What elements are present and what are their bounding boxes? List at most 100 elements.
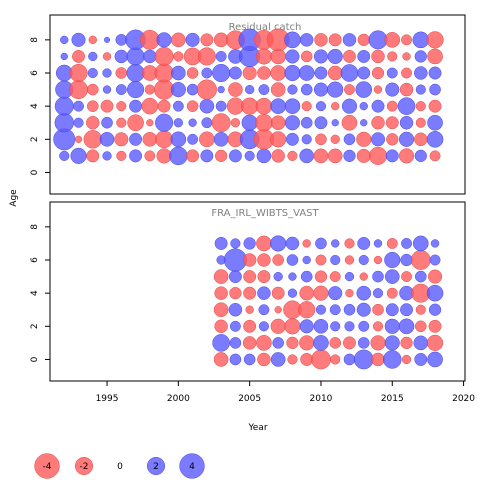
- residual-bubble: [286, 254, 299, 266]
- residual-bubble: [70, 147, 87, 164]
- residual-bubble: [299, 148, 315, 164]
- residual-bubble: [284, 318, 301, 335]
- residual-bubble: [384, 251, 401, 269]
- y-axis: 0 2 4 6 8: [30, 224, 50, 362]
- residual-bubble: [386, 133, 399, 146]
- residual-bubble: [357, 236, 371, 250]
- residual-bubble: [344, 238, 355, 249]
- residual-bubble: [373, 255, 383, 265]
- residual-bubble: [228, 82, 243, 97]
- residual-bubble: [344, 255, 355, 265]
- residual-bubble: [327, 65, 343, 81]
- residual-bubble: [255, 48, 273, 65]
- residual-bubble: [245, 84, 255, 95]
- residual-bubble: [270, 131, 287, 148]
- residual-bubble: [71, 32, 86, 47]
- residual-bubble: [302, 255, 311, 265]
- residual-bubble: [116, 101, 127, 112]
- residual-bubble: [212, 63, 231, 83]
- residual-bubble: [345, 288, 354, 298]
- residual-bubble: [144, 150, 156, 162]
- residual-bubble: [100, 99, 114, 113]
- residual-bubble: [129, 132, 143, 146]
- panel-title: Residual catch: [229, 22, 302, 33]
- residual-bubble: [188, 118, 197, 127]
- residual-bubble: [414, 66, 428, 80]
- residual-bubble: [86, 83, 99, 96]
- residual-bubble: [258, 304, 270, 316]
- residual-bubble: [356, 131, 372, 147]
- residual-bubble: [270, 65, 287, 81]
- residual-bubble: [414, 132, 428, 147]
- residual-bubble: [386, 100, 398, 112]
- residual-bubble: [386, 67, 398, 79]
- residual-bubble: [255, 97, 273, 115]
- residual-bubble: [244, 150, 255, 161]
- residual-bubble: [344, 271, 355, 282]
- residual-bubble: [229, 337, 242, 349]
- panel-frame: [49, 14, 466, 195]
- residual-bubble: [154, 63, 174, 83]
- residual-bubble: [426, 284, 444, 302]
- residual-bubble: [287, 150, 298, 161]
- residual-bubble: [242, 65, 257, 81]
- residual-bubble: [255, 113, 273, 132]
- y-tick-label: 6: [30, 70, 40, 76]
- residual-bubble: [426, 334, 444, 351]
- residual-bubble: [243, 353, 256, 366]
- residual-bubble: [313, 49, 328, 64]
- residual-bubble: [243, 319, 257, 333]
- residual-bubble: [398, 318, 415, 335]
- residual-bubble: [343, 49, 356, 63]
- residual-bubble: [413, 335, 429, 351]
- residual-bubble: [414, 149, 427, 163]
- residual-bubble: [414, 270, 427, 283]
- residual-bubble: [401, 67, 412, 79]
- y-tick-label: 0: [30, 356, 40, 362]
- residual-bubble: [115, 84, 127, 96]
- residual-bubble: [328, 33, 342, 47]
- residual-bubble: [104, 36, 111, 43]
- residual-bubble: [270, 235, 287, 252]
- residual-bubble: [170, 81, 186, 98]
- residual-bubble: [102, 68, 112, 78]
- residual-bubble: [59, 150, 70, 161]
- y-axis: 0 2 4 6 8: [30, 37, 50, 175]
- residual-bubble: [355, 81, 373, 98]
- residual-bubble: [415, 117, 426, 128]
- legend-label: 0: [117, 462, 123, 472]
- residual-bubble: [102, 52, 112, 61]
- residual-bubble: [300, 50, 313, 63]
- residual-bubble: [199, 131, 215, 148]
- residual-bubble: [331, 239, 340, 248]
- residual-bubble: [212, 334, 230, 352]
- residual-bubble: [402, 52, 411, 61]
- residual-bubble: [356, 148, 371, 163]
- residual-bubble: [343, 303, 356, 316]
- residual-bubble: [387, 51, 398, 62]
- residual-bubble: [285, 49, 300, 64]
- residual-bubble: [414, 320, 427, 333]
- residual-bubble: [257, 66, 271, 80]
- residual-bubble: [370, 132, 386, 147]
- y-tick-label: 4: [30, 103, 40, 109]
- residual-bubble: [129, 99, 143, 113]
- residual-bubble: [229, 287, 242, 300]
- residual-bubble: [69, 80, 88, 100]
- residual-bubble: [342, 33, 357, 47]
- y-tick-label: 2: [30, 323, 40, 329]
- residual-bubble: [372, 288, 384, 299]
- residual-bubble: [272, 337, 284, 349]
- legend-bubble: [34, 453, 60, 479]
- residual-bubble: [241, 97, 259, 115]
- residual-bubble: [426, 31, 444, 49]
- residual-bubble: [428, 269, 443, 284]
- residual-bubble: [400, 253, 413, 267]
- residual-bubble: [211, 113, 231, 133]
- residual-bubble: [428, 99, 442, 113]
- residual-bubble: [228, 66, 242, 80]
- residual-bubble: [359, 101, 368, 111]
- x-axis: 1995 2000 2005 2010 2015 2020: [96, 381, 475, 404]
- residual-bubble: [201, 117, 213, 129]
- residual-bubble: [313, 82, 328, 97]
